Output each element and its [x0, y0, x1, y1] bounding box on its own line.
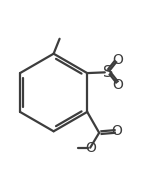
Text: O: O — [85, 141, 96, 155]
Text: O: O — [112, 78, 123, 92]
Text: •: • — [108, 68, 114, 78]
Text: O: O — [112, 124, 123, 138]
Text: S: S — [103, 65, 113, 80]
Text: O: O — [112, 53, 123, 67]
